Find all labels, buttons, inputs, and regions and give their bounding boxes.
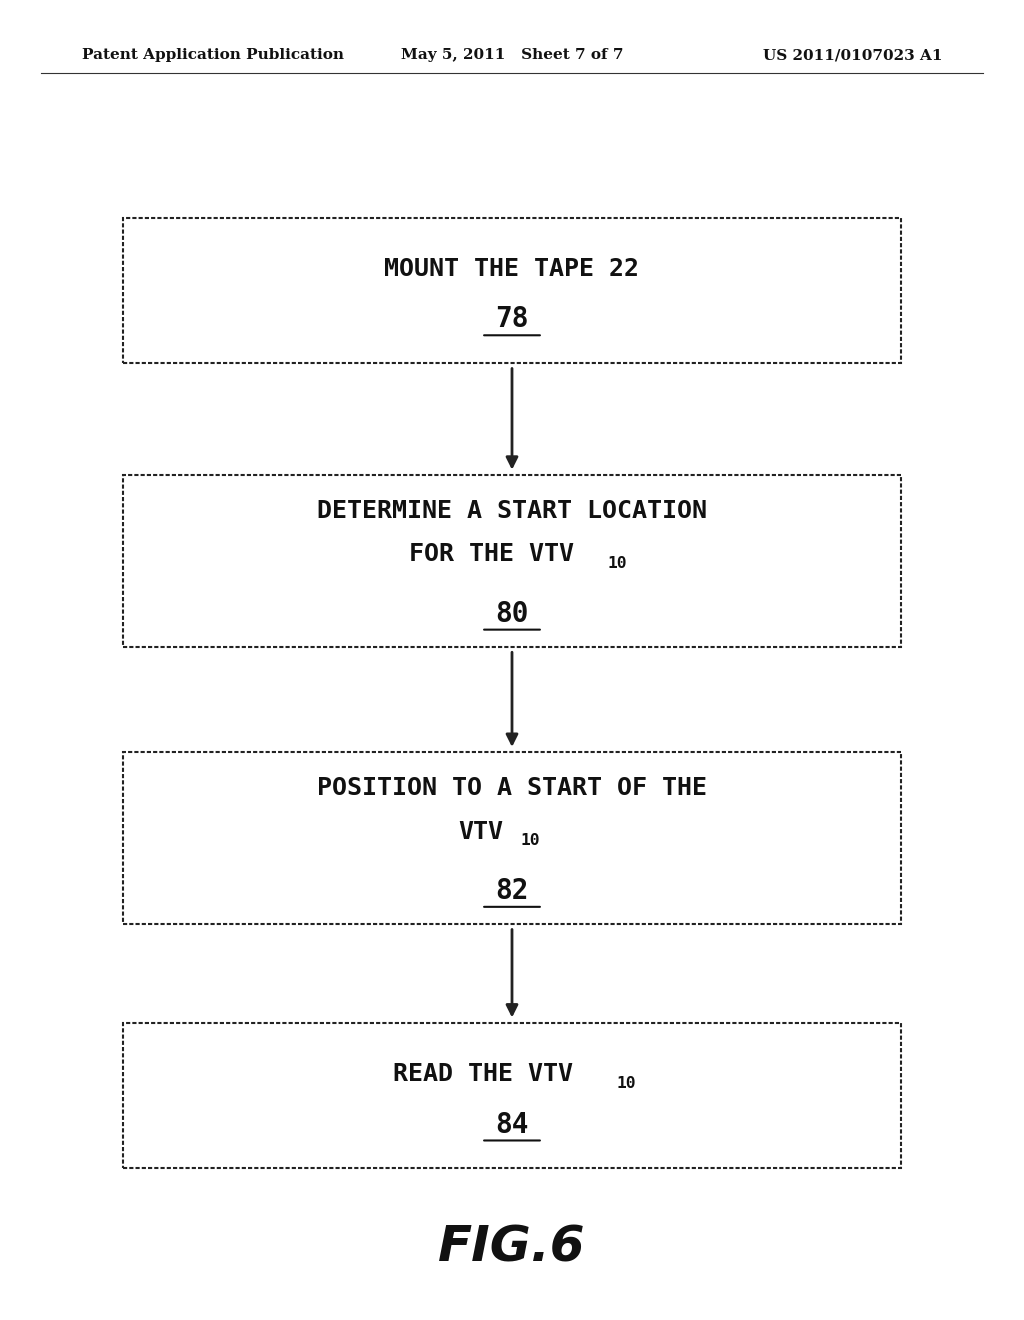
Text: 10: 10 [616,1076,636,1092]
Text: READ THE VTV: READ THE VTV [393,1063,573,1086]
Text: POSITION TO A START OF THE: POSITION TO A START OF THE [317,776,707,800]
Text: DETERMINE A START LOCATION: DETERMINE A START LOCATION [317,499,707,523]
Text: 10: 10 [607,556,627,572]
Text: 10: 10 [520,833,540,849]
Text: Patent Application Publication: Patent Application Publication [82,49,344,62]
Text: US 2011/0107023 A1: US 2011/0107023 A1 [763,49,942,62]
Bar [123,752,901,924]
Text: FOR THE VTV: FOR THE VTV [409,543,574,566]
Text: FIG.6: FIG.6 [438,1224,586,1271]
Text: 82: 82 [496,876,528,906]
Text: VTV: VTV [459,820,504,843]
Text: 84: 84 [496,1110,528,1139]
Text: MOUNT THE TAPE 22: MOUNT THE TAPE 22 [384,257,640,281]
Bar [123,1023,901,1168]
Bar [123,475,901,647]
Text: 78: 78 [496,305,528,334]
Text: 80: 80 [496,599,528,628]
Bar [123,218,901,363]
Text: May 5, 2011   Sheet 7 of 7: May 5, 2011 Sheet 7 of 7 [400,49,624,62]
